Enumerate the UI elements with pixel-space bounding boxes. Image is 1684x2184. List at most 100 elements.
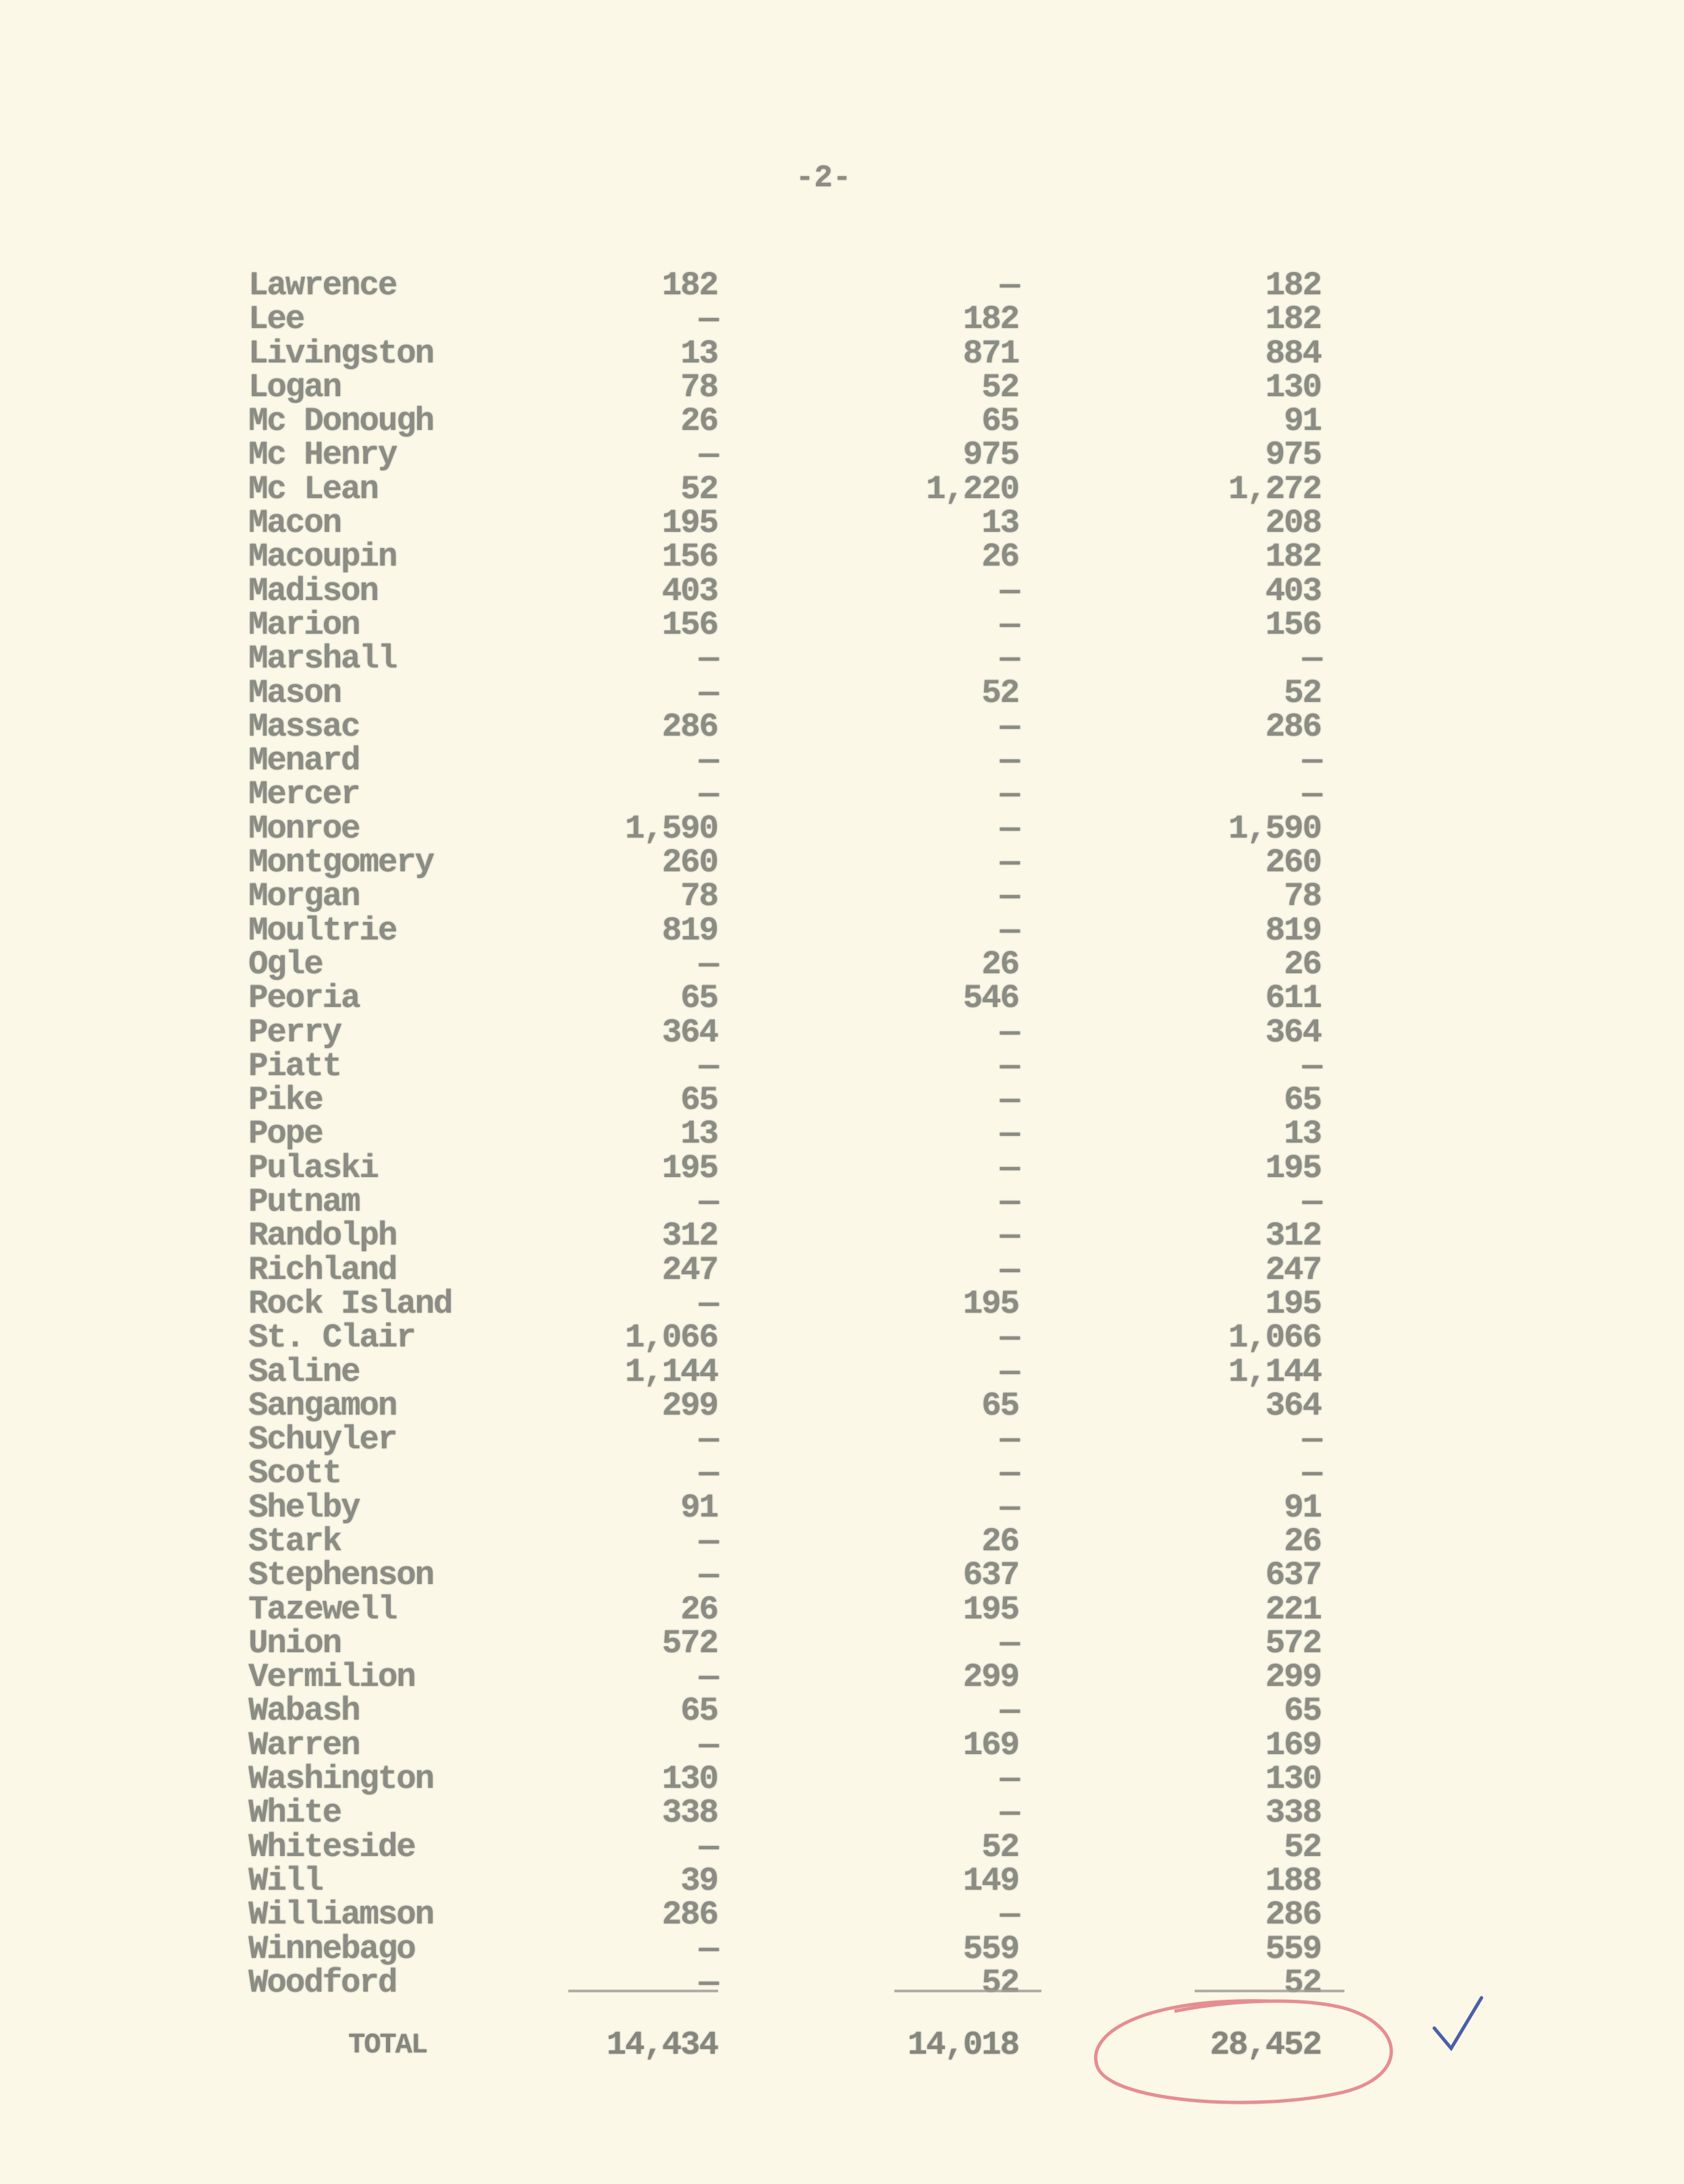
table-row: Whiteside — 52 52 <box>0 1828 1684 1866</box>
table-row: Ogle — 26 26 <box>0 945 1684 983</box>
table-row: Union 572 — 572 <box>0 1624 1684 1662</box>
total-row: TOTAL 14,434 14,018 28,452 <box>0 2026 1684 2067</box>
column-2-value: — <box>1000 1760 1020 1799</box>
column-2-value: 26 <box>981 538 1020 576</box>
table-row: Pulaski 195 — 195 <box>0 1149 1684 1187</box>
column-1-value: — <box>699 1183 719 1222</box>
column-1-value: 260 <box>661 844 719 882</box>
table-row: Montgomery 260 — 260 <box>0 844 1684 882</box>
county-name: Ogle <box>248 945 324 983</box>
column-2-value: 26 <box>981 1522 1020 1560</box>
column-3-value: 195 <box>1265 1149 1322 1187</box>
table-row: Marshall — — — <box>0 640 1684 678</box>
table-row: Stephenson — 637 637 <box>0 1556 1684 1595</box>
column-3-value: 52 <box>1284 1828 1322 1866</box>
column-3-value: 611 <box>1265 979 1322 1018</box>
column-2-value: — <box>1000 267 1020 304</box>
county-name: Lee <box>248 300 305 339</box>
table-row: Pope 13 — 13 <box>0 1115 1684 1153</box>
column-1-value: — <box>699 1284 719 1323</box>
column-3-value: — <box>1302 1047 1322 1085</box>
table-row: Mercer — — — <box>0 775 1684 814</box>
county-name: Putnam <box>248 1183 360 1222</box>
table-row: Perry 364 — 364 <box>0 1013 1684 1052</box>
column-1-value: 364 <box>661 1013 719 1052</box>
column-1-value: — <box>699 1828 719 1866</box>
table-row: Mc Donough 26 65 91 <box>0 403 1684 439</box>
table-row: Stark — 26 26 <box>0 1522 1684 1560</box>
table-row: Washington 130 — 130 <box>0 1760 1684 1799</box>
column-1-value: — <box>699 1930 719 1968</box>
county-name: Peoria <box>248 979 360 1018</box>
column-3-value: 221 <box>1265 1590 1322 1629</box>
county-name: Mercer <box>248 775 360 814</box>
column-2-value: 546 <box>962 979 1020 1018</box>
column-2-value: — <box>1000 1047 1020 1085</box>
county-name: Monroe <box>248 809 360 848</box>
column-2-sum-rule <box>894 1990 1041 1992</box>
column-2-value: 52 <box>981 368 1020 406</box>
table-row: Madison 403 — 403 <box>0 573 1684 609</box>
column-3-value: 13 <box>1284 1115 1322 1153</box>
table-row: Lawrence 182 — 182 <box>0 267 1684 304</box>
county-name: Randolph <box>248 1217 398 1255</box>
column-3-value: 130 <box>1265 368 1322 406</box>
column-2-value: — <box>1000 1454 1020 1493</box>
column-1-value: 1,590 <box>624 809 719 848</box>
county-name: Perry <box>248 1013 342 1052</box>
county-name: Mc Lean <box>248 470 379 508</box>
column-1-value: 338 <box>661 1794 719 1832</box>
column-2-value: — <box>1000 809 1020 848</box>
table-row: Massac 286 — 286 <box>0 707 1684 746</box>
county-name: St. Clair <box>248 1319 416 1357</box>
column-1-value: 65 <box>680 1692 719 1730</box>
column-2-value: 1,220 <box>925 470 1020 508</box>
column-1-value: — <box>699 1421 719 1459</box>
column-1-value: 65 <box>680 1081 719 1120</box>
table-row: Vermilion — 299 299 <box>0 1658 1684 1697</box>
column-3-value: 364 <box>1265 1386 1322 1425</box>
column-2-value: 975 <box>962 436 1020 474</box>
column-3-value: 130 <box>1265 1760 1322 1799</box>
column-3-value: 1,590 <box>1228 809 1322 848</box>
column-3-value: 572 <box>1265 1624 1322 1662</box>
table-row: Pike 65 — 65 <box>0 1081 1684 1120</box>
column-1-value: — <box>699 1047 719 1085</box>
county-name: Mason <box>248 674 342 712</box>
table-row: Shelby 91 — 91 <box>0 1490 1684 1526</box>
column-1-value: 52 <box>680 470 719 508</box>
column-3-value: 286 <box>1265 707 1322 746</box>
column-1-value: — <box>699 674 719 712</box>
column-2-value: 52 <box>981 1828 1020 1866</box>
column-1-value: 247 <box>661 1251 719 1289</box>
table-row: Scott — — — <box>0 1454 1684 1493</box>
column-2-value: 169 <box>962 1726 1020 1764</box>
column-2-value: 637 <box>962 1556 1020 1595</box>
total-label: TOTAL <box>348 2029 428 2061</box>
county-table: Lawrence 182—182 Lee —182 182 Livingston 13 871… <box>0 267 1684 2001</box>
column-2-value: — <box>1000 640 1020 678</box>
column-1-value: 130 <box>661 1760 719 1799</box>
column-1-value: 26 <box>680 1590 719 1629</box>
column-3-value: — <box>1302 775 1322 814</box>
table-row: Piatt — — — <box>0 1047 1684 1085</box>
county-name: Tazewell <box>248 1590 398 1629</box>
column-2-value: — <box>1000 1896 1020 1934</box>
column-3-value: — <box>1302 640 1322 678</box>
column-1-value: 78 <box>680 368 719 406</box>
column-3-value: 299 <box>1265 1658 1322 1697</box>
table-row: Macoupin 156 26 182 <box>0 538 1684 576</box>
column-2-value: 871 <box>962 334 1020 373</box>
county-name: Pulaski <box>248 1149 379 1187</box>
column-3-value: 364 <box>1265 1013 1322 1052</box>
county-name: Macoupin <box>248 538 398 576</box>
column-1-value: — <box>699 945 719 983</box>
table-row: Macon 195 13 208 <box>0 505 1684 541</box>
column-3-value: 182 <box>1265 267 1322 304</box>
county-name: Schuyler <box>248 1421 398 1459</box>
column-1-value: — <box>699 1726 719 1764</box>
column-1-value: 819 <box>661 911 719 950</box>
column-2-value: — <box>1000 707 1020 746</box>
county-name: Livingston <box>248 334 435 373</box>
column-1-value: 286 <box>661 1896 719 1934</box>
